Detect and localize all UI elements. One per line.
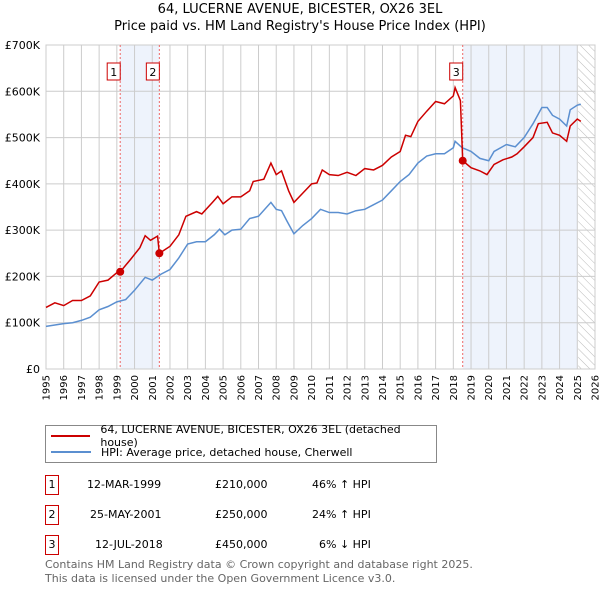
footer-line2: This data is licensed under the Open Gov… (45, 572, 396, 585)
x-tick-label: 2012 (343, 375, 354, 400)
x-tick-label: 1998 (95, 375, 106, 400)
x-tick-label: 2007 (254, 375, 265, 400)
property-price-line (45, 85, 582, 309)
x-tick-label: 2026 (591, 375, 600, 400)
legend-swatch-hpi (51, 451, 91, 453)
x-tick-label: 1995 (42, 375, 53, 400)
x-tick-label: 2014 (378, 375, 389, 400)
sale-point (155, 249, 164, 258)
sale-marker-label: 3 (453, 66, 460, 79)
y-tick-label: £600K (5, 85, 41, 98)
x-tick-label: 2022 (520, 375, 531, 400)
x-tick-label: 2004 (201, 375, 212, 400)
x-tick-label: 2006 (236, 375, 247, 400)
hpi-line (45, 103, 582, 328)
sale-point (116, 267, 125, 276)
sale-marker-box (449, 62, 464, 81)
x-tick-label: 2009 (289, 375, 300, 400)
x-tick-label: 2011 (325, 375, 336, 400)
footer: Contains HM Land Registry data © Crown c… (45, 558, 473, 586)
sale-marker-label: 2 (45, 505, 59, 525)
sale-marker-label: 1 (45, 475, 59, 495)
sale-marker-label: 2 (149, 66, 156, 79)
sale-price: £450,000 (215, 538, 268, 551)
legend-label-hpi: HPI: Average price, detached house, Cher… (101, 445, 353, 459)
legend: 64, LUCERNE AVENUE, BICESTER, OX26 3EL (… (45, 423, 437, 463)
sale-marker-box (106, 62, 121, 81)
x-tick-label: 2005 (219, 375, 230, 400)
sale-price: £250,000 (215, 508, 268, 521)
y-tick-label: £400K (5, 178, 41, 191)
x-tick-label: 2021 (502, 375, 513, 400)
sale-marker-label: 3 (45, 535, 59, 555)
plot-border (45, 44, 596, 370)
x-tick-label: 2015 (396, 375, 407, 400)
x-tick-label: 2003 (183, 375, 194, 400)
x-tick-label: 2000 (130, 375, 141, 400)
shaded-region (462, 45, 578, 369)
sale-marker-label: 1 (110, 66, 117, 79)
y-tick-label: £0 (26, 363, 40, 376)
x-tick-label: 2001 (148, 375, 159, 400)
chart-subtitle: Price paid vs. HM Land Registry's House … (114, 19, 486, 34)
sale-point (458, 156, 467, 165)
x-tick-label: 2020 (484, 375, 495, 400)
chart-title: 64, LUCERNE AVENUE, BICESTER, OX26 3EL (157, 2, 443, 17)
forecast-hatch (578, 45, 595, 369)
sale-hpi: 6% ↓ HPI (319, 538, 371, 551)
sale-date: 12-MAR-1999 (87, 478, 162, 491)
x-tick-label: 1997 (77, 375, 88, 400)
x-tick-label: 2010 (307, 375, 318, 400)
x-tick-label: 2017 (431, 375, 442, 400)
x-tick-label: 2024 (555, 375, 566, 400)
x-tick-label: 2023 (537, 375, 548, 400)
sale-date: 25-MAY-2001 (90, 508, 162, 521)
y-tick-label: £500K (5, 132, 41, 145)
sale-row: 1 12-MAR-1999 £210,000 46% ↑ HPI (45, 475, 465, 495)
x-tick-label: 2008 (272, 375, 283, 400)
footer-line1: Contains HM Land Registry data © Crown c… (45, 558, 473, 571)
sale-price: £210,000 (215, 478, 268, 491)
sale-hpi: 46% ↑ HPI (312, 478, 371, 491)
legend-label-property: 64, LUCERNE AVENUE, BICESTER, OX26 3EL (… (100, 423, 401, 449)
x-tick-label: 2025 (573, 375, 584, 400)
plot-area: 1995 1996 1997 1998 1999 2000 2001 2002 2003 2004… (5, 39, 600, 400)
y-tick-label: £300K (5, 224, 41, 237)
sale-date: 12-JUL-2018 (95, 538, 163, 551)
sale-row: 2 25-MAY-2001 £250,000 24% ↑ HPI (45, 505, 465, 525)
x-tick-label: 1996 (59, 375, 70, 400)
y-tick-label: £100K (5, 317, 41, 330)
sale-row: 3 12-JUL-2018 £450,000 6% ↓ HPI (45, 535, 465, 555)
x-tick-label: 2018 (449, 375, 460, 400)
x-tick-label: 2013 (360, 375, 371, 400)
x-tick-label: 2019 (467, 375, 478, 400)
y-tick-label: £200K (5, 270, 41, 283)
sale-marker-box (145, 62, 160, 81)
x-tick-label: 2002 (165, 375, 176, 400)
y-tick-label: £700K (5, 39, 41, 52)
x-tick-label: 2016 (413, 375, 424, 400)
legend-swatch-property (51, 435, 91, 437)
x-tick-label: 1999 (112, 375, 123, 400)
sale-hpi: 24% ↑ HPI (312, 508, 371, 521)
shaded-region (120, 45, 160, 369)
